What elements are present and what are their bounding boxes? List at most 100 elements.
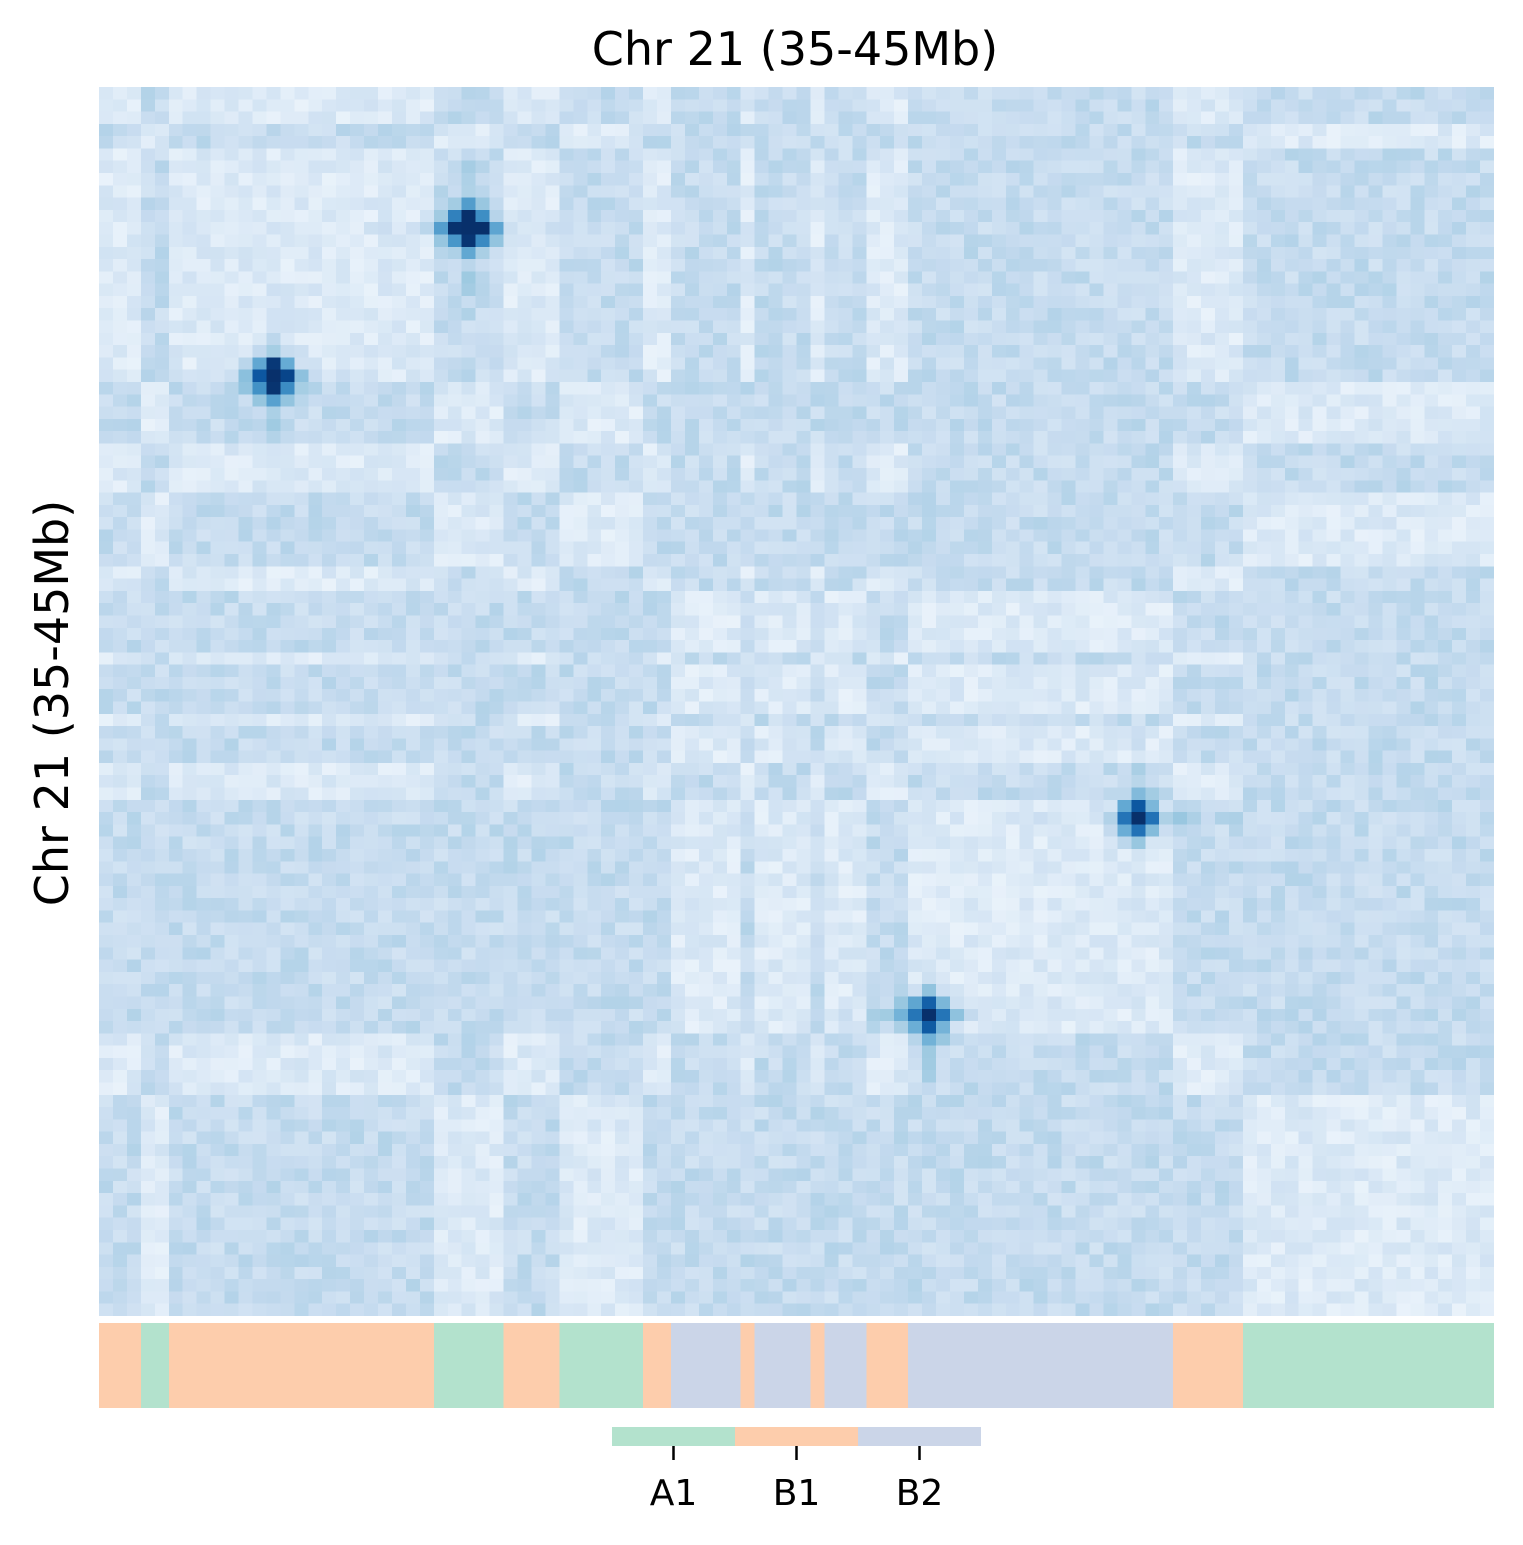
- heatmap-cell: [308, 394, 323, 408]
- heatmap-cell: [1173, 517, 1188, 531]
- heatmap-cell: [615, 652, 630, 666]
- heatmap-cell: [1312, 222, 1328, 236]
- heatmap-cell: [1354, 590, 1370, 604]
- heatmap-cell: [336, 381, 351, 395]
- heatmap-cell: [475, 259, 491, 272]
- heatmap-cell: [1019, 222, 1035, 236]
- heatmap-cell: [1284, 689, 1300, 703]
- heatmap-cell: [838, 123, 853, 137]
- heatmap-cell: [601, 627, 616, 641]
- heatmap-cell: [503, 480, 519, 494]
- heatmap-cell: [1047, 99, 1063, 113]
- heatmap-cell: [1382, 504, 1397, 518]
- heatmap-cell: [1256, 418, 1272, 432]
- heatmap-cell: [824, 87, 839, 100]
- heatmap-cell: [252, 222, 267, 236]
- heatmap-cell: [350, 173, 365, 186]
- heatmap-cell: [643, 111, 658, 125]
- heatmap-cell: [210, 455, 226, 469]
- heatmap-cell: [1215, 418, 1230, 432]
- heatmap-cell: [503, 467, 519, 481]
- heatmap-cell: [1103, 504, 1118, 518]
- heatmap-cell: [364, 554, 379, 567]
- heatmap-cell: [266, 603, 281, 617]
- heatmap-cell: [503, 222, 519, 236]
- heatmap-cell: [461, 455, 477, 469]
- heatmap-cell: [880, 320, 895, 334]
- heatmap-cell: [1159, 431, 1174, 445]
- heatmap-cell: [308, 259, 323, 272]
- heatmap-cell: [1298, 676, 1314, 690]
- heatmap-cell: [782, 246, 798, 260]
- heatmap-cell: [280, 394, 295, 408]
- heatmap-cell: [266, 87, 281, 100]
- heatmap-cell: [112, 689, 128, 703]
- heatmap-cell: [1131, 369, 1146, 383]
- heatmap-cell: [1201, 590, 1216, 604]
- heatmap-cell: [531, 652, 546, 666]
- heatmap-cell: [489, 160, 505, 174]
- heatmap-cell: [1354, 283, 1370, 297]
- heatmap-cell: [866, 652, 881, 666]
- heatmap-cell: [1033, 259, 1049, 272]
- heatmap-cell: [1480, 332, 1494, 346]
- heatmap-cell: [531, 529, 546, 543]
- heatmap-cell: [294, 357, 309, 371]
- heatmap-cell: [238, 504, 254, 518]
- heatmap-cell: [1117, 566, 1132, 580]
- heatmap-cell: [1019, 615, 1035, 629]
- heatmap-cell: [1410, 332, 1425, 346]
- heatmap-cell: [489, 455, 505, 469]
- heatmap-cell: [196, 197, 212, 211]
- heatmap-cell: [252, 295, 267, 309]
- heatmap-cell: [1270, 259, 1286, 272]
- heatmap-cell: [796, 492, 812, 506]
- heatmap-cell: [168, 197, 184, 211]
- heatmap-cell: [977, 173, 993, 186]
- heatmap-cell: [210, 689, 226, 703]
- heatmap-cell: [629, 283, 644, 297]
- heatmap-cell: [266, 517, 281, 531]
- heatmap-cell: [503, 431, 519, 445]
- heatmap-cell: [643, 689, 658, 703]
- heatmap-cell: [712, 283, 728, 297]
- heatmap-cell: [922, 209, 937, 223]
- heatmap-cell: [1354, 209, 1370, 223]
- heatmap-cell: [322, 381, 337, 395]
- heatmap-cell: [740, 541, 756, 555]
- heatmap-cell: [740, 87, 756, 100]
- heatmap-cell: [1019, 603, 1035, 617]
- heatmap-cell: [796, 259, 812, 272]
- heatmap-cell: [168, 529, 184, 543]
- heatmap-cell: [322, 467, 337, 481]
- heatmap-cell: [1131, 381, 1146, 395]
- heatmap-cell: [1382, 652, 1397, 666]
- heatmap-cell: [1117, 615, 1132, 629]
- heatmap-cell: [433, 554, 449, 567]
- heatmap-cell: [1103, 345, 1118, 358]
- heatmap-cell: [322, 590, 337, 604]
- heatmap-cell: [698, 676, 714, 690]
- heatmap-cell: [670, 173, 686, 186]
- heatmap-cell: [1326, 676, 1342, 690]
- heatmap-cell: [1452, 590, 1467, 604]
- heatmap-cell: [1410, 295, 1425, 309]
- heatmap-cell: [796, 234, 812, 248]
- heatmap-cell: [1270, 590, 1286, 604]
- heatmap-cell: [754, 87, 770, 100]
- heatmap-cell: [405, 271, 421, 285]
- heatmap-cell: [1242, 185, 1258, 199]
- heatmap-cell: [629, 652, 644, 666]
- heatmap-cell: [99, 148, 114, 162]
- heatmap-cell: [684, 627, 700, 641]
- heatmap-cell: [852, 467, 867, 481]
- heatmap-cell: [1340, 504, 1356, 518]
- heatmap-cell: [615, 197, 630, 211]
- heatmap-cell: [1187, 259, 1202, 272]
- heatmap-cell: [1354, 554, 1370, 567]
- heatmap-cell: [1019, 652, 1035, 666]
- heatmap-cell: [1270, 185, 1286, 199]
- heatmap-cell: [1480, 381, 1494, 395]
- heatmap-cell: [1061, 320, 1077, 334]
- heatmap-cell: [1480, 676, 1494, 690]
